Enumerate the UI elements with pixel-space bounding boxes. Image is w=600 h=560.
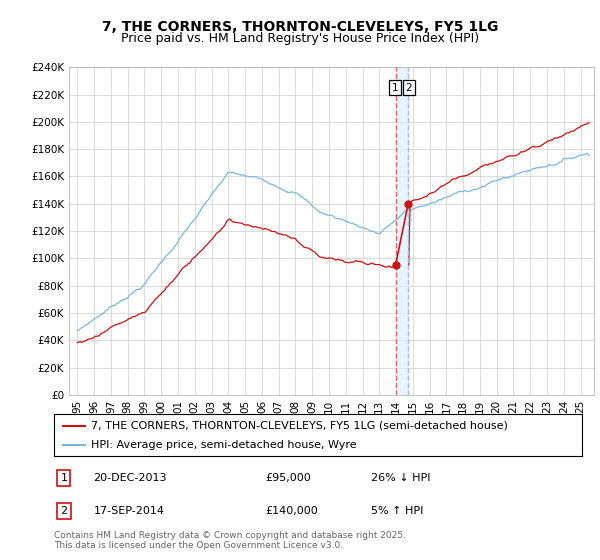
Text: Contains HM Land Registry data © Crown copyright and database right 2025.
This d: Contains HM Land Registry data © Crown c… (54, 531, 406, 550)
Text: 1: 1 (61, 473, 67, 483)
Text: 2: 2 (61, 506, 67, 516)
Text: HPI: Average price, semi-detached house, Wyre: HPI: Average price, semi-detached house,… (91, 440, 356, 450)
Text: 26% ↓ HPI: 26% ↓ HPI (371, 473, 430, 483)
Text: £140,000: £140,000 (265, 506, 318, 516)
Text: 2: 2 (406, 83, 412, 92)
Text: £95,000: £95,000 (265, 473, 311, 483)
Text: 1: 1 (391, 83, 398, 92)
Text: 17-SEP-2014: 17-SEP-2014 (94, 506, 164, 516)
Text: 5% ↑ HPI: 5% ↑ HPI (371, 506, 423, 516)
Text: 7, THE CORNERS, THORNTON-CLEVELEYS, FY5 1LG: 7, THE CORNERS, THORNTON-CLEVELEYS, FY5 … (102, 20, 498, 34)
Bar (395, 67, 408, 395)
Text: 20-DEC-2013: 20-DEC-2013 (94, 473, 167, 483)
Text: 7, THE CORNERS, THORNTON-CLEVELEYS, FY5 1LG (semi-detached house): 7, THE CORNERS, THORNTON-CLEVELEYS, FY5 … (91, 421, 508, 431)
Text: Price paid vs. HM Land Registry's House Price Index (HPI): Price paid vs. HM Land Registry's House … (121, 32, 479, 45)
